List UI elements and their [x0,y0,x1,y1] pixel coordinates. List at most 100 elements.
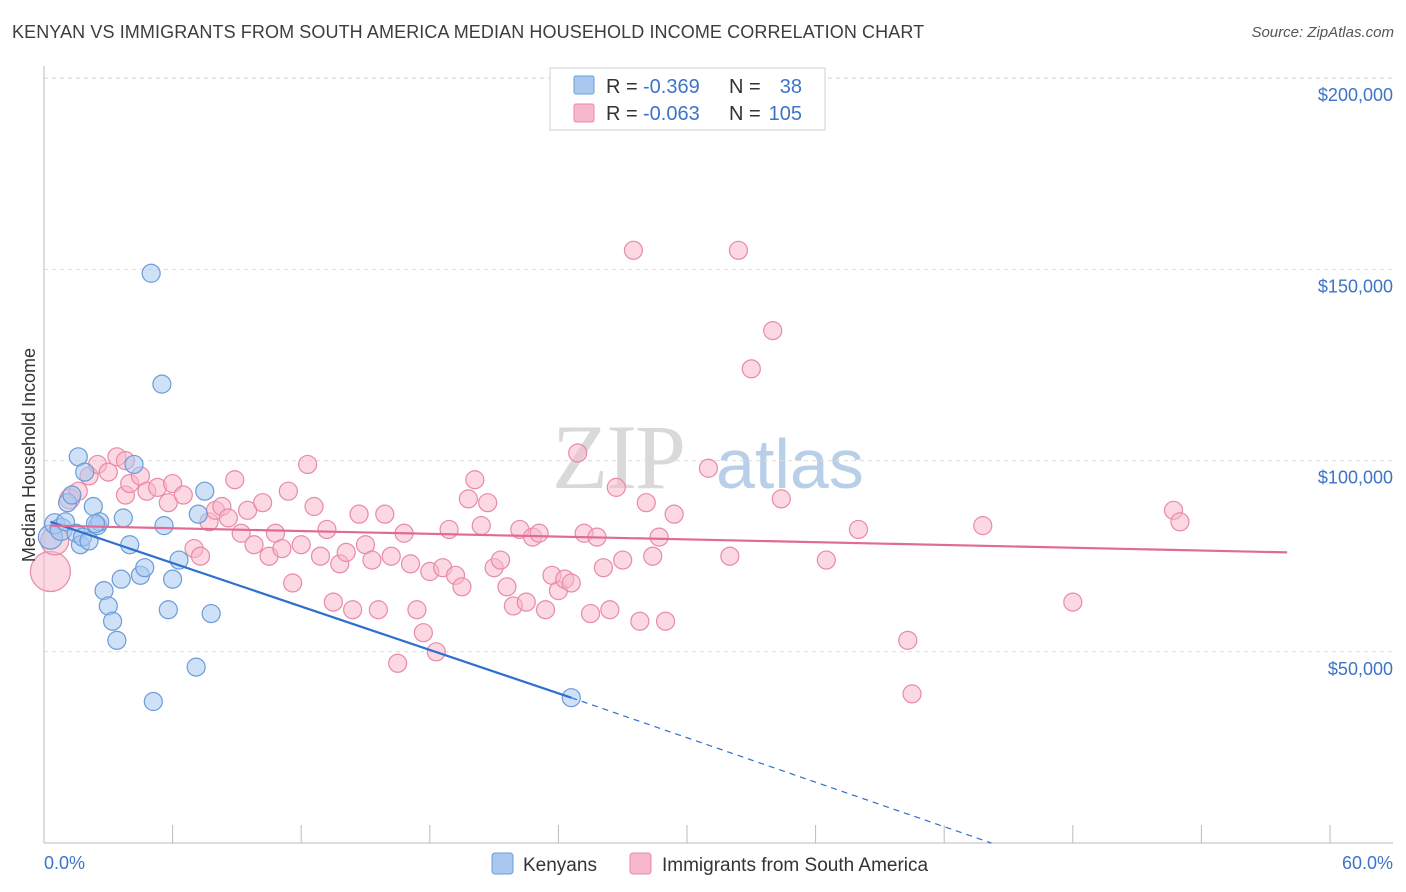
immigrants-point-88 [655,611,676,631]
kenyans-point-24 [135,558,155,578]
immigrants-point-33 [298,454,318,475]
x-tick-max: 60.0% [1342,853,1393,873]
immigrants-point-26 [253,493,273,513]
immigrants-point-79 [593,558,614,578]
immigrants-point-95 [771,489,791,509]
kenyans-point-22 [124,454,144,475]
immigrants-point-87 [649,527,669,547]
legend: R = -0.369 N = 38 R = -0.063 N = 105 [549,67,826,131]
immigrants-point-13 [158,493,178,513]
y-tick-label-2: $150,000 [1318,276,1393,296]
y-tick-label-0: $50,000 [1328,659,1393,679]
watermark: ZIP atlas [552,406,864,508]
chart-source: Source: ZipAtlas.com [1251,24,1394,41]
immigrants-point-69 [529,523,549,543]
kenyans-point-5 [62,485,82,505]
kenyans-points [37,263,581,712]
immigrants-point-61 [478,493,498,513]
kenyans-point-26 [143,691,163,712]
immigrants-point-59 [465,470,485,490]
trend-lines [50,520,1288,844]
kenyans-point-35 [201,603,221,624]
immigrants-point-21 [218,508,238,528]
immigrants-point-100 [973,516,993,536]
immigrants-point-44 [368,600,388,620]
immigrants-point-6 [98,462,118,482]
immigrants-point-103 [1170,512,1190,532]
immigrants-point-40 [343,600,363,620]
grid-lines [44,77,1393,653]
immigrants-point-17 [190,546,211,566]
immigrants-point-41 [349,504,369,524]
immigrants-point-30 [278,481,298,501]
immigrants-point-57 [452,577,472,597]
immigrants-point-83 [623,240,644,260]
legend-swatch-immigrants [573,103,595,123]
immigrants-point-37 [323,592,343,612]
immigrants-point-98 [898,630,918,650]
kenyans-point-27 [152,374,172,394]
axes [43,66,1393,844]
legend-swatch-kenyans [573,75,595,95]
kenyans-point-10 [75,462,95,482]
bottom-legend-immigrants: Immigrants from South America [662,855,929,876]
bottom-legend-swatch-kenyans [491,852,514,875]
immigrants-point-64 [497,577,517,597]
x-tick-min: 0.0% [44,853,85,873]
immigrants-point-31 [283,573,303,593]
immigrants-point-51 [413,623,433,643]
legend-n-value-2: 105 [769,103,802,125]
immigrants-point-80 [600,600,620,620]
y-tick-labels: $50,000 $100,000 $150,000 $200,000 [1318,85,1393,679]
y-tick-label-3: $200,000 [1318,85,1393,105]
kenyans-point-17 [102,611,123,631]
bottom-legend: Kenyans Immigrants from South America [491,852,929,876]
immigrants-point-35 [310,546,331,566]
immigrants-point-97 [848,519,869,540]
chart-title: KENYAN VS IMMIGRANTS FROM SOUTH AMERICA … [12,22,925,42]
immigrants-point-34 [304,496,324,517]
immigrants-point-29 [272,538,292,559]
legend-box [549,67,826,131]
immigrants-point-39 [336,542,356,562]
immigrants-point-86 [643,546,663,566]
immigrants-point-90 [698,458,719,478]
immigrants-point-24 [238,500,258,520]
kenyans-point-34 [195,481,215,501]
legend-n-value-1: 38 [780,76,802,98]
legend-n-label-1: N = [729,76,761,98]
immigrants-point-81 [606,477,626,497]
kenyans-point-18 [107,630,127,650]
y-axis-title: Median Household Income [19,348,39,562]
immigrants-point-84 [630,611,650,631]
kenyans-point-19 [111,569,131,589]
immigrants-point-36 [317,519,337,540]
kenyans-point-29 [158,600,178,620]
immigrants-point-32 [291,535,311,555]
kenyans-point-28 [154,516,174,536]
legend-n-label-2: N = [729,103,761,125]
immigrants-point-50 [407,600,427,620]
immigrants-point-45 [375,504,395,524]
legend-r-label-2: R = [606,103,638,125]
immigrants-point-85 [636,493,656,513]
immigrants-point-74 [561,573,581,593]
immigrants-point-75 [568,443,588,463]
immigrants-point-101 [1063,592,1083,612]
immigrants-point-47 [388,653,408,673]
immigrants-point-77 [580,603,601,624]
immigrants-point-94 [763,321,783,341]
kenyans-trend-extension [571,697,992,844]
immigrants-point-63 [490,550,511,570]
immigrants-trend-line [50,524,1288,554]
immigrants-point-99 [902,684,922,704]
immigrants-point-49 [400,554,421,574]
immigrants-point-92 [728,240,749,260]
kenyans-point-33 [188,504,208,524]
immigrants-point-96 [816,550,836,570]
bottom-legend-kenyans: Kenyans [523,855,597,876]
watermark-atlas: atlas [716,425,864,503]
bottom-legend-swatch-immigrants [629,852,652,875]
kenyans-point-25 [141,263,161,283]
immigrants-point-15 [173,485,193,505]
